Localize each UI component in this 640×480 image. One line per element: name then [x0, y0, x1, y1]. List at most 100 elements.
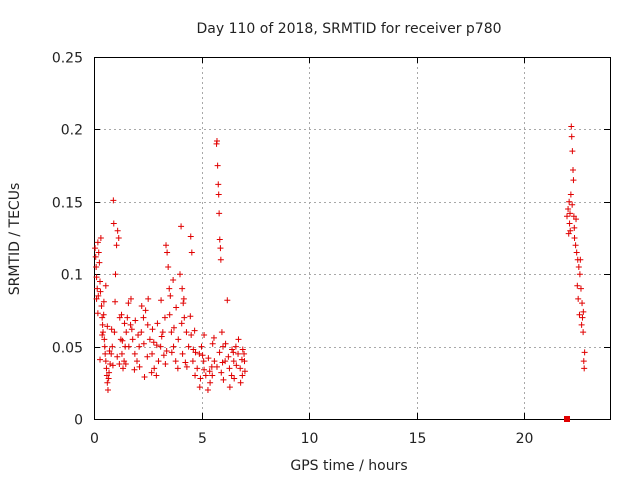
data-point [160, 352, 167, 359]
data-point [199, 352, 206, 359]
data-point [220, 376, 227, 383]
data-point [194, 365, 201, 372]
data-point [101, 336, 108, 343]
data-point [104, 379, 111, 386]
data-point [178, 320, 185, 327]
data-point [217, 245, 224, 252]
data-point [148, 369, 155, 376]
data-point [187, 233, 194, 240]
grid-lines [94, 57, 610, 419]
data-point [109, 362, 116, 369]
data-point [100, 329, 107, 336]
data-point [576, 271, 583, 278]
data-point [216, 210, 223, 217]
data-point [118, 311, 125, 318]
data-point [100, 311, 107, 318]
x-tick-label: 20 [516, 431, 534, 447]
x-axis-label: GPS time / hours [290, 458, 407, 474]
y-tick-label: 0.05 [52, 341, 83, 357]
data-point [161, 314, 168, 321]
data-point [211, 358, 218, 365]
data-point [564, 416, 570, 422]
data-point [196, 384, 203, 391]
data-point [134, 358, 140, 365]
data-point [127, 295, 134, 302]
data-point [235, 336, 242, 343]
data-point [103, 365, 110, 372]
data-point [233, 362, 240, 369]
data-point [180, 295, 187, 302]
data-point [120, 365, 127, 372]
data-point [92, 253, 99, 260]
data-point [162, 360, 169, 367]
data-point [222, 340, 229, 347]
data-point [196, 350, 203, 357]
data-point [218, 369, 225, 376]
data-point [165, 263, 172, 270]
data-point [241, 350, 248, 357]
data-point [185, 343, 192, 350]
data-point [144, 353, 151, 360]
y-axis-label: SRMTID / TECUs [7, 183, 23, 296]
data-point [183, 363, 190, 370]
data-point [567, 191, 574, 198]
y-tick-label: 0.2 [61, 123, 83, 139]
data-point [578, 321, 585, 328]
data-point [180, 300, 187, 307]
data-point [140, 340, 147, 347]
data-point [98, 303, 105, 310]
data-point [217, 256, 224, 263]
data-point [220, 343, 226, 350]
data-point [96, 259, 103, 266]
data-point [232, 343, 239, 350]
data-point [205, 355, 212, 362]
data-point [567, 227, 574, 234]
data-point [181, 314, 188, 321]
data-point [230, 349, 237, 356]
data-point [102, 350, 109, 357]
data-point [213, 137, 220, 144]
data-point [97, 278, 104, 285]
data-point [168, 329, 175, 336]
data-point [153, 372, 160, 379]
data-point [237, 365, 244, 372]
data-point [237, 379, 244, 386]
data-point [114, 353, 121, 360]
data-point [102, 282, 109, 289]
data-point [204, 387, 211, 394]
data-point [119, 337, 126, 344]
data-point [226, 365, 233, 372]
data-point [579, 300, 586, 307]
data-point [580, 329, 587, 336]
y-tick-label: 0.25 [52, 51, 83, 67]
data-point [136, 343, 143, 350]
data-point [153, 342, 160, 349]
data-point [94, 239, 101, 246]
data-point [125, 300, 132, 307]
x-tick-label: 15 [409, 431, 427, 447]
data-point [216, 349, 223, 356]
data-point [192, 372, 199, 379]
data-point [113, 242, 120, 249]
data-point [110, 197, 117, 204]
data-point [213, 363, 220, 370]
data-point [209, 340, 216, 347]
data-point [208, 363, 215, 370]
data-point [239, 372, 246, 379]
x-tick-label: 0 [90, 431, 99, 447]
data-point [200, 358, 207, 365]
data-point [574, 282, 581, 289]
data-point [224, 297, 231, 304]
data-point [99, 332, 106, 339]
data-point [159, 329, 166, 336]
data-point [151, 365, 158, 372]
data-point [581, 349, 588, 356]
data-point [202, 372, 209, 379]
data-point [218, 329, 225, 336]
data-point [201, 332, 208, 339]
chart-title: Day 110 of 2018, SRMTID for receiver p78… [196, 21, 501, 37]
data-point [170, 324, 177, 331]
data-point [107, 360, 114, 367]
data-point [190, 346, 197, 353]
